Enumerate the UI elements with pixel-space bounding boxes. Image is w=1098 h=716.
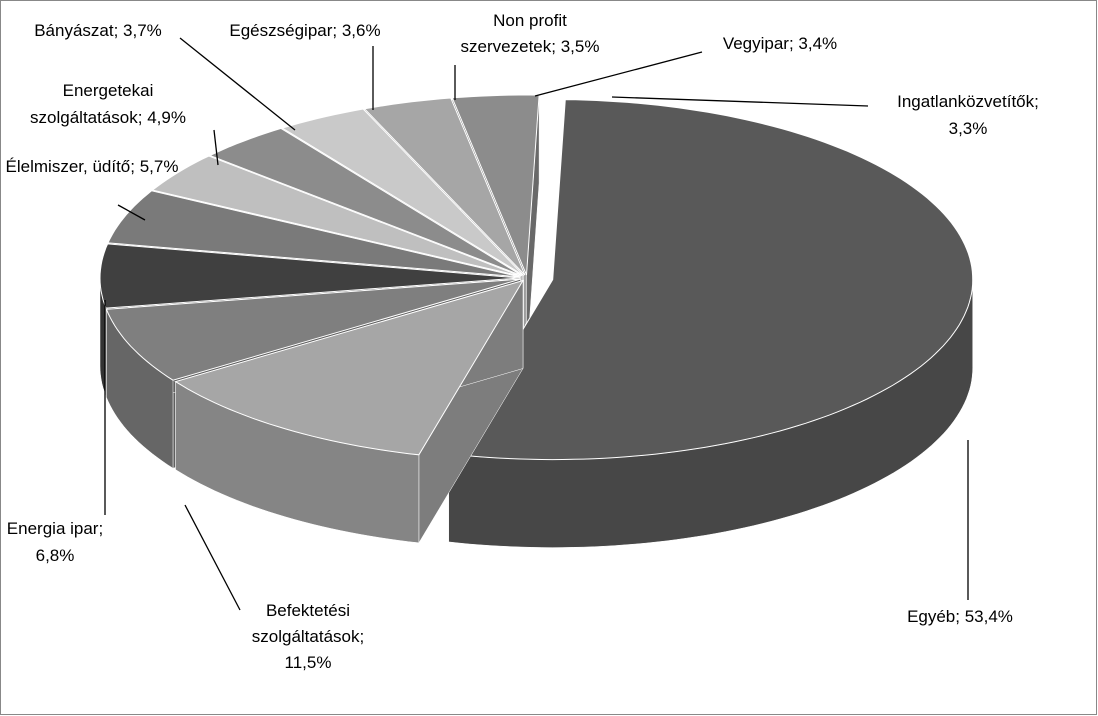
slice bbox=[174, 279, 525, 456]
slice bbox=[151, 155, 522, 277]
data-label: Vegyipar; 3,4% bbox=[723, 34, 837, 53]
data-label-line: szolgáltatások; 4,9% bbox=[30, 108, 186, 127]
data-label-line: Ingatlanközvetítők; bbox=[897, 92, 1039, 111]
leader-line bbox=[184, 504, 241, 611]
data-label-line: Non profit bbox=[493, 11, 567, 30]
data-label: Ingatlanközvetítők; 3,3% bbox=[897, 92, 1039, 138]
data-label-line: Vegyipar; 3,4% bbox=[723, 34, 837, 53]
data-label-line: szervezetek; 3,5% bbox=[461, 37, 600, 56]
slice bbox=[447, 99, 974, 461]
data-label-line: Bányászat; 3,7% bbox=[34, 21, 162, 40]
leader-line bbox=[117, 204, 146, 221]
data-label: Bányászat; 3,7% bbox=[34, 21, 162, 40]
slice bbox=[451, 94, 540, 276]
data-label: Egészségipar; 3,6% bbox=[229, 21, 380, 40]
data-label-line: Egyéb; 53,4% bbox=[907, 607, 1013, 626]
leader-line bbox=[611, 96, 869, 107]
data-label: Egyéb; 53,4% bbox=[907, 607, 1013, 626]
data-label: Energia ipar; 6,8% bbox=[7, 519, 103, 565]
data-label: Non profit szervezetek; 3,5% bbox=[461, 11, 600, 56]
data-label-line: szolgáltatások; bbox=[252, 627, 364, 646]
leader-line bbox=[179, 37, 296, 131]
data-label-line: Energetekai bbox=[63, 81, 154, 100]
data-label-line: Energia ipar; bbox=[7, 519, 103, 538]
slice bbox=[107, 190, 521, 278]
leader-line bbox=[213, 129, 219, 166]
data-label: Élelmiszer, üdítő; 5,7% bbox=[6, 157, 179, 176]
data-label-line: Egészségipar; 3,6% bbox=[229, 21, 380, 40]
data-label: Befektetési szolgáltatások; 11,5% bbox=[252, 601, 364, 672]
data-label-line: 3,3% bbox=[949, 119, 988, 138]
data-label-line: Befektetési bbox=[266, 601, 350, 620]
data-label-line: 6,8% bbox=[36, 546, 75, 565]
data-label-line: 11,5% bbox=[285, 653, 332, 672]
data-label: Energetekai szolgáltatások; 4,9% bbox=[30, 81, 186, 127]
data-label-line: Élelmiszer, üdítő; 5,7% bbox=[6, 157, 179, 176]
leader-line bbox=[534, 51, 703, 97]
slice bbox=[99, 243, 521, 309]
slice bbox=[105, 278, 521, 381]
